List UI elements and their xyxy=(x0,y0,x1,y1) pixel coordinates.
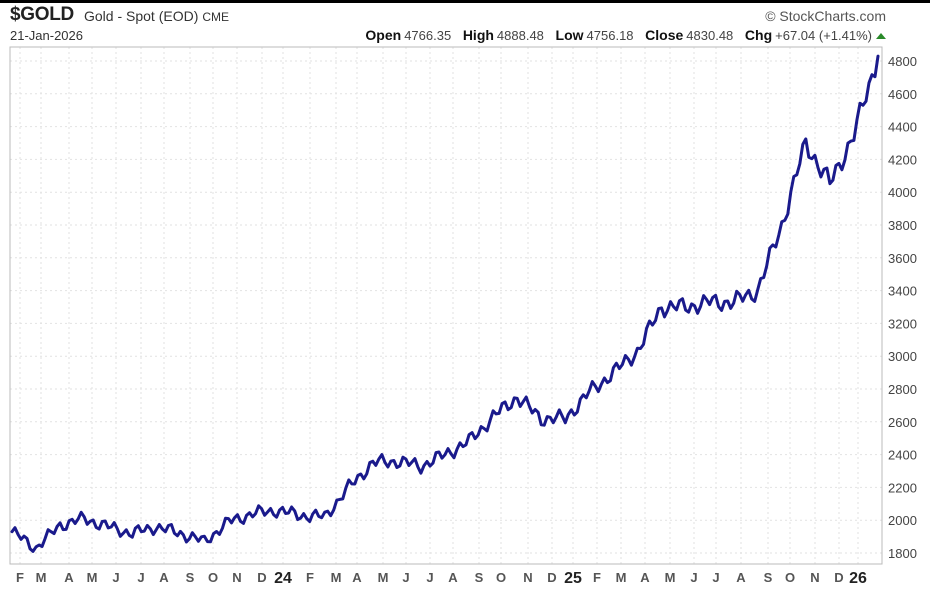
low-value: 4756.18 xyxy=(586,28,634,43)
low-label: Low xyxy=(555,27,584,43)
open-label: Open xyxy=(365,27,402,43)
high-value: 4888.48 xyxy=(496,28,544,43)
instrument-description: Gold - Spot (EOD) xyxy=(84,8,199,24)
y-tick-label: 3000 xyxy=(888,349,917,364)
x-tick-label: J xyxy=(112,570,119,585)
x-tick-label: F xyxy=(593,570,601,585)
x-tick-label: A xyxy=(352,570,362,585)
x-tick-label: S xyxy=(764,570,773,585)
y-tick-label: 3200 xyxy=(888,316,917,331)
x-tick-label: O xyxy=(785,570,795,585)
x-tick-label: S xyxy=(475,570,484,585)
y-tick-label: 4600 xyxy=(888,87,917,102)
x-tick-label: A xyxy=(159,570,169,585)
y-tick-label: 1800 xyxy=(888,546,917,561)
x-axis: F M A M J J A S O N D 24 F M A M J J A S O N D 25 F M A M J J A S O N D 26 xyxy=(16,570,867,587)
x-tick-label: S xyxy=(186,570,195,585)
symbol-title: $GOLD xyxy=(10,4,74,25)
chg-label: Chg xyxy=(744,27,773,43)
y-tick-label: 4800 xyxy=(888,54,917,69)
x-tick-label: J xyxy=(690,570,697,585)
x-tick-label: M xyxy=(36,570,47,585)
x-tick-label: A xyxy=(448,570,458,585)
x-tick-label: A xyxy=(64,570,74,585)
x-tick-label: 25 xyxy=(564,570,582,587)
open-value: 4766.35 xyxy=(404,28,452,43)
x-tick-label: 24 xyxy=(274,570,292,587)
x-tick-label: F xyxy=(306,570,314,585)
x-tick-label: J xyxy=(402,570,409,585)
x-tick-label: N xyxy=(523,570,532,585)
exchange-label: CME xyxy=(202,10,230,24)
y-tick-label: 2200 xyxy=(888,480,917,495)
y-tick-label: 2400 xyxy=(888,448,917,463)
x-tick-label: M xyxy=(616,570,627,585)
x-tick-label: N xyxy=(232,570,241,585)
y-tick-label: 4200 xyxy=(888,152,917,167)
y-tick-label: 3600 xyxy=(888,251,917,266)
y-tick-label: 2000 xyxy=(888,513,917,528)
x-tick-label: O xyxy=(496,570,506,585)
x-tick-label: M xyxy=(87,570,98,585)
x-tick-label: A xyxy=(736,570,746,585)
up-arrow-icon xyxy=(876,33,886,39)
plot-frame xyxy=(9,46,883,565)
x-tick-label: J xyxy=(426,570,433,585)
x-tick-label: F xyxy=(16,570,24,585)
x-tick-label: M xyxy=(378,570,389,585)
x-tick-label: A xyxy=(640,570,650,585)
y-tick-label: 3400 xyxy=(888,284,917,299)
chg-value: +67.04 (+1.41%) xyxy=(775,28,872,43)
brand-watermark: © StockCharts.com xyxy=(765,8,886,24)
y-tick-label: 4400 xyxy=(888,120,917,135)
y-tick-label: 2800 xyxy=(888,382,917,397)
close-label: Close xyxy=(645,27,684,43)
x-tick-label: M xyxy=(331,570,342,585)
y-tick-label: 3800 xyxy=(888,218,917,233)
chart-grid xyxy=(10,47,882,564)
x-tick-label: D xyxy=(547,570,556,585)
x-tick-label: N xyxy=(810,570,819,585)
high-label: High xyxy=(462,27,494,43)
y-axis: 1800 2000 2200 2400 2600 2800 3000 3200 3400 3600… xyxy=(888,54,917,561)
top-border xyxy=(0,0,930,3)
quote-stats: Open 4766.35 High 4888.48 Low 4756.18 Close… xyxy=(357,27,886,43)
x-tick-label: J xyxy=(712,570,719,585)
x-tick-label: D xyxy=(834,570,843,585)
y-tick-label: 4000 xyxy=(888,185,917,200)
x-tick-label: D xyxy=(257,570,266,585)
price-line xyxy=(10,54,880,553)
close-value: 4830.48 xyxy=(686,28,734,43)
x-tick-label: J xyxy=(137,570,144,585)
x-tick-label: M xyxy=(665,570,676,585)
instrument-name: Gold - Spot (EOD) CME xyxy=(84,8,229,24)
quote-date: 21-Jan-2026 xyxy=(10,28,83,43)
x-tick-label: O xyxy=(208,570,218,585)
y-tick-label: 2600 xyxy=(888,415,917,430)
x-tick-label: 26 xyxy=(849,570,867,587)
